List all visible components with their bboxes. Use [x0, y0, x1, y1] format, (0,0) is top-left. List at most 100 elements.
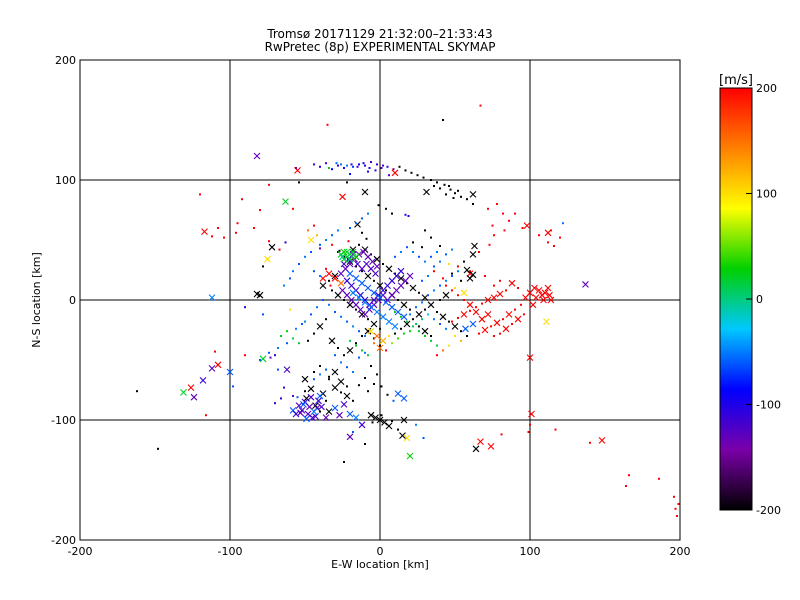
data-point-dot: [313, 371, 315, 373]
data-point-dot: [337, 229, 339, 232]
data-point-dot: [391, 342, 393, 345]
data-point-dot: [439, 299, 441, 301]
data-point-cross: [318, 403, 325, 411]
data-point-dot: [373, 342, 375, 345]
data-point-dot: [277, 368, 279, 371]
data-point-dot: [397, 428, 399, 431]
data-point-dot: [355, 342, 357, 345]
data-point-dot: [292, 395, 294, 397]
data-point-cross: [304, 410, 312, 418]
data-point-cross: [379, 313, 387, 321]
data-point-dot: [386, 393, 389, 396]
data-point-dot: [358, 243, 360, 246]
data-point-dot: [343, 167, 345, 169]
data-point-dot: [292, 207, 294, 210]
data-point-dot: [340, 315, 342, 318]
data-point-dot: [481, 302, 483, 305]
data-point-dot: [283, 284, 285, 287]
data-point-dot: [343, 299, 345, 301]
data-point-dot: [325, 399, 327, 402]
data-point-dot: [418, 330, 420, 333]
data-point-dot: [499, 279, 501, 282]
data-point-dot: [469, 270, 471, 273]
data-point-dot: [217, 227, 219, 229]
data-point-cross: [385, 265, 393, 273]
data-point-dot: [278, 248, 281, 251]
axis-ticks: -200 -100 0 100 200 -200 -100 0 100 200: [51, 54, 690, 558]
data-point-dot: [262, 265, 264, 268]
data-point-cross: [535, 287, 543, 294]
data-point-cross: [339, 193, 346, 201]
data-point-dot: [355, 265, 357, 268]
data-point-dot: [328, 378, 330, 381]
data-point-dot: [391, 212, 393, 215]
data-point-cross: [337, 378, 345, 385]
data-point-dot: [493, 335, 495, 337]
data-point-dot: [460, 330, 462, 333]
data-point-dot: [677, 503, 680, 505]
data-point-dot: [340, 163, 342, 166]
data-point-cross: [364, 327, 372, 335]
data-point-dot: [241, 198, 243, 201]
data-point-cross: [364, 272, 372, 280]
data-point-cross: [328, 337, 336, 345]
data-point-dot: [244, 354, 246, 357]
data-point-dot: [346, 385, 348, 388]
data-point-cross: [307, 236, 315, 244]
grid-lines: [80, 60, 680, 540]
data-point-cross: [349, 246, 357, 253]
data-point-dot: [457, 270, 459, 273]
data-point-cross: [325, 270, 333, 277]
data-point-dot: [410, 171, 413, 174]
data-point-dot: [433, 185, 435, 187]
data-point-dot: [400, 251, 402, 253]
data-point-dot: [367, 170, 369, 173]
data-point-dot: [361, 217, 363, 220]
data-point-cross: [256, 291, 264, 299]
data-point-dot: [304, 320, 306, 323]
data-point-dot: [424, 335, 426, 337]
data-point-cross: [303, 415, 310, 423]
data-point-cross: [403, 320, 411, 328]
y-tick-label: 200: [55, 54, 76, 67]
data-point-dot: [205, 414, 207, 417]
data-point-dot: [274, 354, 276, 357]
data-point-dot: [374, 169, 377, 172]
data-point-cross: [297, 409, 304, 417]
data-point-dot: [253, 227, 255, 229]
data-point-dot: [454, 287, 456, 289]
data-point-dot: [331, 289, 333, 292]
data-point-dot: [385, 349, 387, 352]
data-point-dot: [500, 433, 503, 436]
data-point-dot: [451, 289, 453, 292]
data-point-dot: [517, 287, 519, 289]
data-point-dot: [484, 275, 486, 277]
data-point-dot: [334, 354, 336, 357]
data-point-dot: [415, 423, 417, 426]
data-point-dot: [313, 332, 315, 335]
data-point-cross: [343, 392, 351, 400]
data-point-dot: [232, 385, 234, 388]
data-point-cross: [364, 284, 372, 292]
data-point-dot: [304, 390, 306, 393]
data-point-dot: [214, 350, 216, 353]
data-point-dot: [625, 485, 627, 487]
data-point-dot: [527, 431, 530, 433]
data-point-dot: [415, 306, 417, 309]
data-point-dot: [365, 237, 368, 240]
data-point-dot: [520, 303, 522, 306]
data-point-dot: [343, 354, 345, 357]
chart-subtitle: RwPretec (8p) EXPERIMENTAL SKYMAP: [265, 40, 496, 54]
data-point-dot: [319, 365, 321, 367]
data-point-cross: [300, 401, 307, 408]
data-point-dot: [358, 384, 360, 387]
data-point-dot: [346, 320, 348, 323]
data-point-cross: [469, 191, 477, 198]
data-point-dot: [362, 162, 365, 165]
data-point-dot: [394, 255, 396, 258]
data-point-cross: [264, 255, 271, 263]
data-point-dot: [554, 428, 557, 431]
x-axis-label: E-W location [km]: [331, 558, 429, 571]
data-point-cross: [388, 303, 396, 311]
data-point-dot: [436, 311, 438, 313]
